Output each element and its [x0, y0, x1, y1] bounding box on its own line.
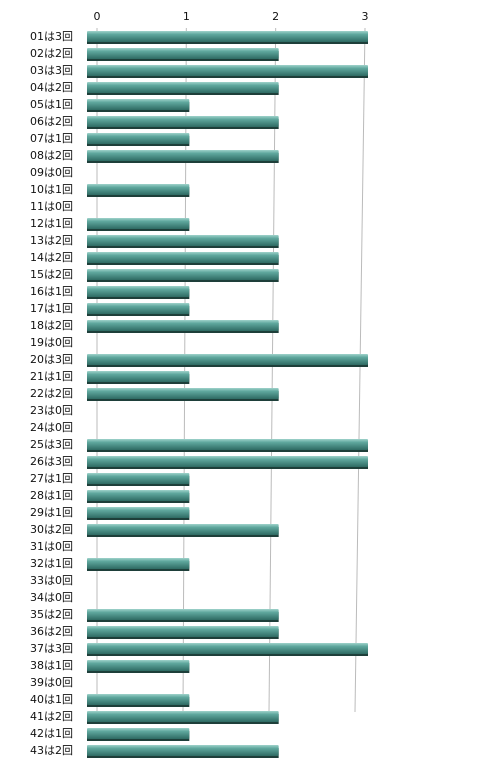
- bar: [87, 82, 279, 93]
- bar: [87, 745, 279, 756]
- y-tick-label: 05は1回: [30, 98, 73, 111]
- bar: [87, 286, 190, 297]
- y-tick-label: 04は2回: [30, 81, 73, 94]
- y-tick-label: 31は0回: [30, 540, 73, 553]
- y-tick-label: 22は2回: [30, 387, 73, 400]
- y-tick-label: 26は3回: [30, 455, 73, 468]
- bar: [87, 252, 279, 263]
- grid-line: [354, 27, 366, 713]
- y-tick-label: 19は0回: [30, 336, 73, 349]
- bar: [87, 303, 190, 314]
- bar: [87, 48, 279, 59]
- bar: [87, 31, 368, 42]
- y-tick-label: 43は2回: [30, 744, 73, 757]
- y-tick-label: 34は0回: [30, 591, 73, 604]
- y-tick-label: 11は0回: [30, 200, 73, 213]
- y-tick-label: 40は1回: [30, 693, 73, 706]
- y-tick-label: 30は2回: [30, 523, 73, 536]
- bar: [87, 609, 279, 620]
- y-tick-label: 06は2回: [30, 115, 73, 128]
- grid-line: [268, 27, 277, 713]
- y-tick-label: 07は1回: [30, 132, 73, 145]
- bar: [87, 439, 368, 450]
- x-tick-label: 0: [94, 10, 101, 23]
- bar: [87, 524, 279, 535]
- bar: [87, 456, 368, 467]
- y-tick-label: 23は0回: [30, 404, 73, 417]
- y-tick-label: 42は1回: [30, 727, 73, 740]
- y-tick-label: 18は2回: [30, 319, 73, 332]
- bar: [87, 354, 368, 365]
- y-tick-label: 03は3回: [30, 64, 73, 77]
- bar: [87, 643, 368, 654]
- bar: [87, 626, 279, 637]
- y-tick-label: 09は0回: [30, 166, 73, 179]
- bar: [87, 218, 190, 229]
- x-tick-label: 2: [272, 10, 279, 23]
- bar: [87, 388, 279, 399]
- bar: [87, 116, 279, 127]
- y-tick-label: 32は1回: [30, 557, 73, 570]
- y-tick-label: 13は2回: [30, 234, 73, 247]
- y-tick-label: 08は2回: [30, 149, 73, 162]
- y-tick-label: 37は3回: [30, 642, 73, 655]
- bar: [87, 558, 190, 569]
- y-tick-label: 36は2回: [30, 625, 73, 638]
- bar: [87, 150, 279, 161]
- bar: [87, 507, 190, 518]
- y-tick-label: 12は1回: [30, 217, 73, 230]
- bar: [87, 660, 190, 671]
- y-tick-label: 41は2回: [30, 710, 73, 723]
- bar: [87, 99, 190, 110]
- y-tick-label: 01は3回: [30, 30, 73, 43]
- x-tick-label: 1: [183, 10, 190, 23]
- bar: [87, 490, 190, 501]
- y-tick-label: 10は1回: [30, 183, 73, 196]
- bar: [87, 235, 279, 246]
- bar: [87, 320, 279, 331]
- y-tick-label: 33は0回: [30, 574, 73, 587]
- y-tick-label: 38は1回: [30, 659, 73, 672]
- y-tick-label: 27は1回: [30, 472, 73, 485]
- y-tick-label: 35は2回: [30, 608, 73, 621]
- y-tick-label: 25は3回: [30, 438, 73, 451]
- bar: [87, 133, 190, 144]
- y-tick-label: 16は1回: [30, 285, 73, 298]
- y-tick-label: 02は2回: [30, 47, 73, 60]
- bar: [87, 473, 190, 484]
- bar: [87, 184, 190, 195]
- y-tick-label: 17は1回: [30, 302, 73, 315]
- bar: [87, 711, 279, 722]
- y-tick-label: 14は2回: [30, 251, 73, 264]
- bar: [87, 269, 279, 280]
- bar: [87, 371, 190, 382]
- x-tick-label: 3: [362, 10, 369, 23]
- y-tick-label: 21は1回: [30, 370, 73, 383]
- y-tick-label: 20は3回: [30, 353, 73, 366]
- y-tick-label: 15は2回: [30, 268, 73, 281]
- y-tick-label: 28は1回: [30, 489, 73, 502]
- bar: [87, 728, 190, 739]
- y-tick-label: 39は0回: [30, 676, 73, 689]
- bar: [87, 694, 190, 705]
- y-tick-label: 24は0回: [30, 421, 73, 434]
- y-tick-label: 29は1回: [30, 506, 73, 519]
- bar: [87, 65, 368, 76]
